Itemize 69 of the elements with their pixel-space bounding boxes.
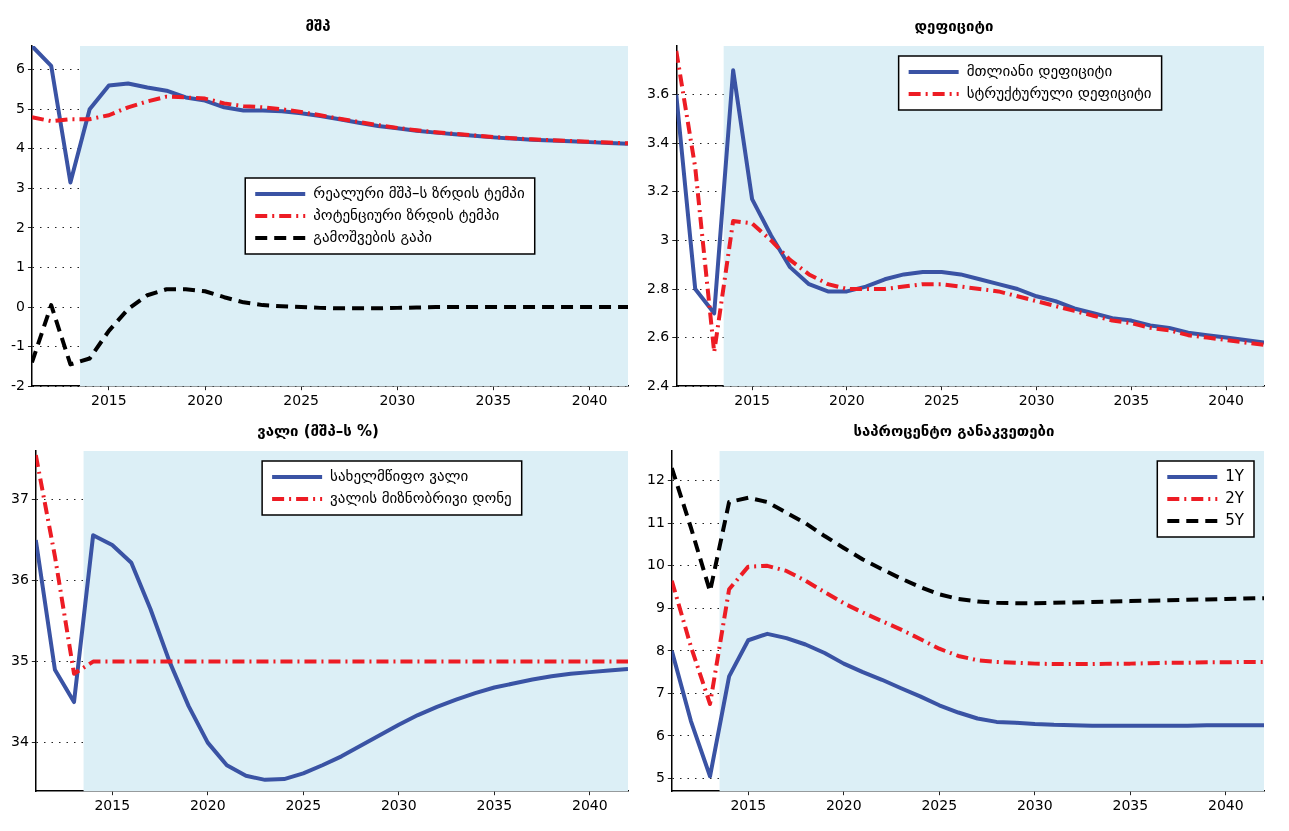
y-tick-label: 5 [16,99,25,116]
line-series [35,453,628,676]
x-tick-label: 2040 [1207,797,1244,814]
y-tick-label: 5 [655,769,665,786]
chart-title: ვალი (მშპ–ს %) [257,421,379,440]
legend-label: სახელმწიფო ვალი [330,466,469,485]
y-tick-label: 36 [10,571,29,588]
x-tick-label: 2025 [923,392,960,409]
y-tick-label: 2.4 [647,376,670,393]
chart-title: საპროცენტო განაკვეთები [853,421,1055,440]
y-tick-label: -2 [10,376,25,393]
x-tick-label: 2025 [283,392,319,409]
x-tick-label: 2015 [91,392,127,409]
line-series [31,94,628,146]
x-tick-label: 2020 [187,392,223,409]
y-tick-label: 10 [646,556,665,573]
x-tick-label: 2015 [734,392,770,409]
y-tick-label: 2 [16,218,25,235]
y-tick-label: 0 [16,297,25,314]
y-tick-label: 6 [16,60,26,77]
legend-label: გამოშვების გაპი [313,227,433,246]
y-tick-label: 3 [16,179,25,196]
y-tick-label: 34 [10,733,29,750]
y-tick-label: 11 [646,513,665,530]
y-tick-label: 6 [655,726,665,743]
x-tick-label: 2035 [475,392,512,409]
chart-title: დეფიციტი [914,16,994,35]
y-tick-label: 3.4 [647,133,670,150]
x-tick-label: 2040 [571,797,608,814]
legend-label: პოტენციური ზრდის ტემპი [313,205,500,224]
y-tick-label: 37 [10,490,29,507]
x-tick-label: 2035 [1113,392,1150,409]
legend-label: 2Y [1225,488,1245,507]
x-tick-label: 2035 [476,797,513,814]
x-tick-label: 2040 [1208,392,1244,409]
y-tick-label: 3.6 [647,85,670,102]
x-tick-label: 2025 [921,797,958,814]
x-tick-label: 2015 [730,797,767,814]
x-tick-label: 2015 [94,797,131,814]
y-tick-label: 7 [655,684,665,701]
x-tick-label: 2020 [829,392,865,409]
legend-label: 1Y [1225,466,1245,485]
y-tick-label: 12 [646,471,665,488]
x-tick-label: 2025 [285,797,322,814]
y-tick-label: 2.6 [647,328,670,345]
legend-label: 5Y [1225,510,1245,529]
y-tick-label: -1 [10,337,25,354]
y-tick-label: 8 [655,641,665,658]
legend-label: რეალური მშპ–ს ზრდის ტემპი [313,183,525,202]
y-tick-label: 35 [10,652,29,669]
y-tick-label: 9 [655,598,665,615]
legend-label: მთლიანი დეფიციტი [966,61,1113,80]
x-tick-label: 2030 [1016,797,1053,814]
line-series [671,563,1264,707]
x-tick-label: 2035 [1112,797,1149,814]
x-tick-label: 2020 [189,797,226,814]
y-tick-label: 3 [660,231,670,248]
y-tick-label: 4 [16,139,26,156]
legend-label: ვალის მიზნობრივი დონე [330,488,512,507]
y-tick-label: 2.8 [647,279,670,296]
x-tick-label: 2030 [379,392,416,409]
x-tick-label: 2030 [1018,392,1055,409]
y-tick-label: 3.2 [647,182,670,199]
x-tick-label: 2030 [380,797,417,814]
x-tick-label: 2040 [571,392,608,409]
legend-label: სტრუქტურული დეფიციტი [966,83,1152,102]
x-tick-label: 2020 [825,797,862,814]
chart-title: მშპ [305,16,331,35]
y-tick-label: 1 [16,258,25,275]
